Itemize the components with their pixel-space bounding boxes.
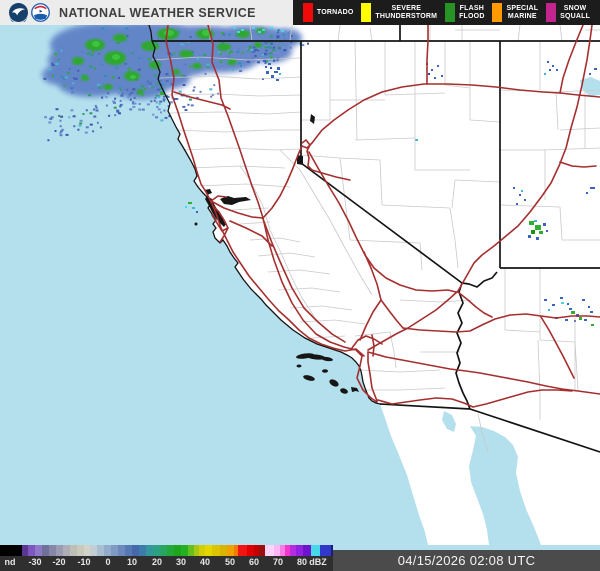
island (340, 388, 348, 394)
scale-label--10: -10 (77, 557, 91, 567)
legend-color-chip (302, 3, 313, 22)
timestamp: 04/15/2026 02:08 UTC (397, 553, 536, 568)
legend-label: FLASH FLOOD (459, 4, 485, 20)
scale-label--20: -20 (52, 557, 66, 567)
legend-color-chip (546, 3, 557, 22)
reflectivity-scale-labels: nd -30 -20 -10 0 10 20 30 40 50 60 70 80 dBZ (0, 556, 333, 571)
scale-label--30: -30 (28, 557, 42, 567)
legend-color-chip (445, 3, 456, 22)
island (322, 369, 328, 373)
reflectivity-colorbar (0, 545, 333, 556)
legend-item-special-marine: SPECIAL MARINE (492, 0, 538, 25)
nws-logo (31, 3, 50, 22)
scale-label-40: 40 (199, 557, 211, 567)
timestamp-box: 04/15/2026 02:08 UTC (333, 550, 600, 571)
legend-item-snow-squall: SNOW SQUALL (546, 0, 590, 25)
page-title: NATIONAL WEATHER SERVICE (59, 5, 256, 20)
island (307, 354, 325, 360)
scale-label-80: 80 (296, 557, 308, 567)
highways (165, 25, 600, 408)
scale-label-30: 30 (175, 557, 187, 567)
legend-item-flash-flood: FLASH FLOOD (445, 0, 485, 25)
radar-echoes (42, 25, 597, 326)
scale-label-dBZ: dBZ (309, 557, 327, 567)
app-header: NATIONAL WEATHER SERVICE TORNADO SEVERE TH… (0, 0, 600, 25)
coastline (148, 25, 381, 405)
legend-label: SPECIAL MARINE (506, 4, 539, 20)
scale-label-10: 10 (126, 557, 138, 567)
water-body (220, 196, 251, 205)
scale-label-50: 50 (224, 557, 236, 567)
radar-map[interactable] (0, 25, 600, 551)
noaa-logo (9, 3, 28, 22)
legend-color-chip (492, 3, 503, 22)
legend-color-chip (361, 3, 372, 22)
legend-label: SNOW SQUALL (560, 4, 591, 20)
island (194, 222, 198, 226)
warning-legend: TORNADO SEVERE THUNDERSTORM FLASH FLOOD SPECI… (293, 0, 600, 25)
water-body (310, 114, 315, 124)
scale-label-70: 70 (272, 557, 284, 567)
legend-item-tornado: TORNADO (302, 0, 354, 25)
scale-label-0: 0 (105, 557, 111, 567)
island (321, 356, 333, 362)
header-logos (9, 3, 53, 22)
island (303, 375, 315, 381)
legend-label: TORNADO (316, 8, 354, 16)
reflectivity-scale: nd -30 -20 -10 0 10 20 30 40 50 60 70 80 dBZ (0, 545, 333, 571)
scale-label-20: 20 (151, 557, 163, 567)
legend-label: SEVERE THUNDERSTORM (375, 4, 438, 20)
state-boundaries (152, 25, 600, 453)
island (329, 379, 339, 387)
scale-label-nd: nd (4, 557, 16, 567)
scale-label-60: 60 (248, 557, 260, 567)
water-body (351, 387, 359, 392)
island (296, 364, 302, 368)
county-boundaries (151, 25, 600, 453)
legend-item-severe-thunderstorm: SEVERE THUNDERSTORM (361, 0, 437, 25)
